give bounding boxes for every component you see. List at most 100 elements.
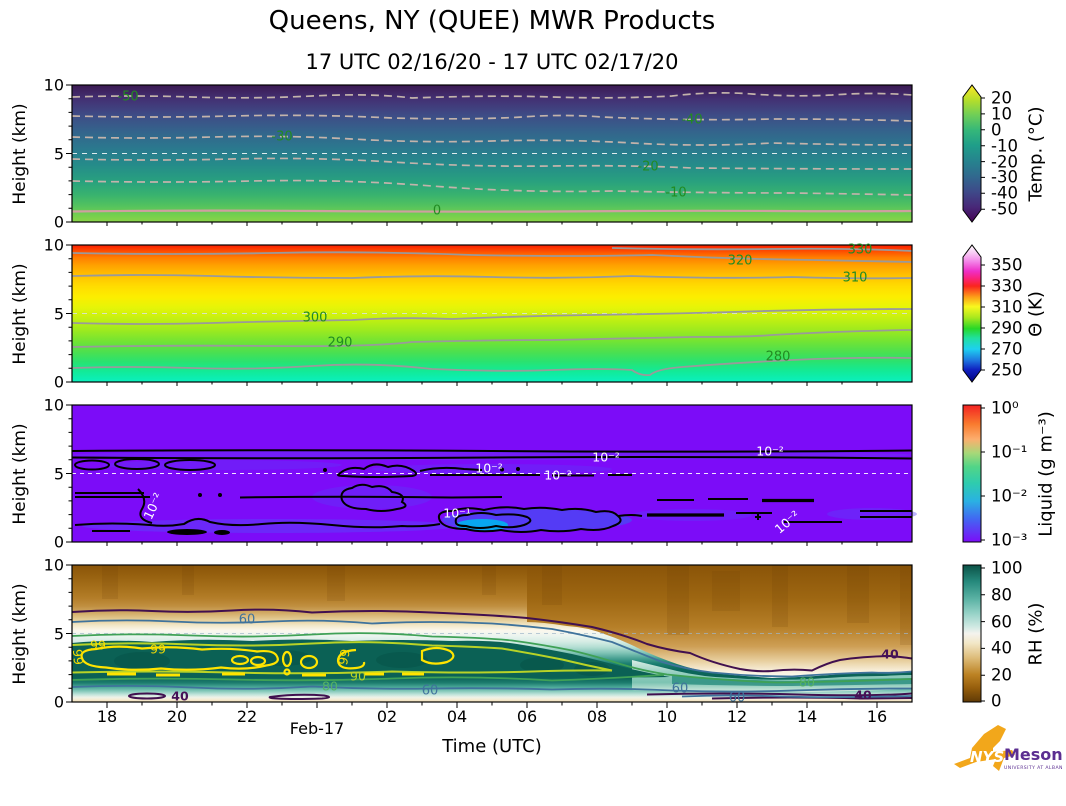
subtitle-date-range: 17 UTC 02/16/20 - 17 UTC 02/17/20 <box>305 50 679 74</box>
colorbar-tick: -50 <box>991 199 1018 219</box>
contour-label: 40 <box>171 688 189 704</box>
colorbar-tick: 40 <box>991 638 1012 658</box>
colorbar-liquid-gradient <box>962 404 985 543</box>
x-tick: 04 <box>446 707 468 726</box>
colorbar-tick: -40 <box>991 183 1018 203</box>
y-tick: 10 <box>43 555 64 575</box>
contour-label: 60 <box>421 683 439 699</box>
colorbar-tick: -10 <box>991 136 1018 156</box>
contour-label: 40 <box>854 687 872 703</box>
contour-label: 0 <box>432 203 442 219</box>
contour-label: 99 <box>69 648 87 666</box>
colorbar-tick: 250 <box>991 360 1023 380</box>
colorbar-temperature: 20 10 0 -10 -20 -30 -40 -50 Temp. (°C) <box>962 84 1066 223</box>
contour-label: -50 <box>117 89 139 105</box>
contour-label: 10⁻² <box>475 460 503 476</box>
y-tick: 5 <box>53 464 64 483</box>
colorbar-tick: 0 <box>991 691 1002 711</box>
x-date-label: Feb-17 <box>289 719 345 738</box>
nys-mesonet-logo: NYS Mesonet UNIVERSITY AT ALBANY <box>954 725 1062 771</box>
contour-label: 10⁻² <box>544 467 572 483</box>
logo-name-text: Mesonet <box>1004 745 1062 764</box>
contour-label: 10⁻² <box>592 449 620 465</box>
x-tick: 18 <box>96 707 118 726</box>
liquid-field <box>66 404 917 546</box>
colorbar-rh: 100 80 60 40 20 0 RH (%) <box>962 559 1066 711</box>
x-tick: 08 <box>586 707 608 726</box>
x-axis-label: Time (UTC) <box>442 736 542 757</box>
colorbar-rh-gradient <box>962 564 985 703</box>
colorbar-label: Θ (K) <box>1025 290 1047 337</box>
y-tick: 0 <box>53 692 64 712</box>
contour-label: 300 <box>302 310 328 326</box>
contour-label: 320 <box>727 253 753 269</box>
y-axis-label: Height (km) <box>10 582 30 685</box>
contour-label: 40 <box>881 646 899 662</box>
contour-label: 60 <box>671 681 689 697</box>
colorbar-tick: 10⁻³ <box>991 530 1028 550</box>
contour-label: 90 <box>350 668 366 684</box>
colorbar-tick: 10 <box>991 104 1012 124</box>
rh-field <box>66 564 913 708</box>
temperature-field <box>66 84 913 226</box>
panel-temperature: Height (km) 10 5 0 -50 -40 -30 -20 -10 0 <box>10 76 913 232</box>
colorbar-tick: 290 <box>991 318 1023 338</box>
colorbar-tick: -20 <box>991 152 1018 172</box>
colorbar-tick: 10⁻¹ <box>991 442 1028 462</box>
y-tick: 0 <box>53 372 64 392</box>
contour-label: -10 <box>665 185 687 201</box>
colorbar-tick: 330 <box>991 276 1023 296</box>
colorbar-label: RH (%) <box>1025 602 1047 665</box>
contour-label: 310 <box>842 270 868 286</box>
panel-rh: Height (km) 10 5 0 60 99 99 99 99 90 80 … <box>10 556 913 712</box>
x-tick: 14 <box>796 707 818 726</box>
colorbar-tick: 20 <box>991 88 1012 108</box>
contour-label: 280 <box>765 349 791 365</box>
y-tick: 5 <box>53 624 64 643</box>
y-tick: 10 <box>43 395 64 415</box>
colorbar-label: Temp. (°C) <box>1025 105 1047 202</box>
colorbar-tick: 10⁻² <box>991 486 1028 506</box>
colorbar-label: Liquid (g m⁻³) <box>1035 410 1057 537</box>
contour-label: 10⁻¹ <box>443 505 471 521</box>
y-tick: 0 <box>53 212 64 232</box>
logo-subtext: UNIVERSITY AT ALBANY <box>1004 765 1062 771</box>
contour-label: -40 <box>681 112 703 128</box>
y-axis-label: Height (km) <box>10 102 30 205</box>
contour-label: -20 <box>637 159 659 175</box>
colorbar-tick: 60 <box>991 612 1012 632</box>
y-tick: 10 <box>43 235 64 255</box>
colorbar-tick: 10⁰ <box>991 398 1019 418</box>
x-tick: 22 <box>236 707 258 726</box>
panel-theta: Height (km) 10 5 0 330 320 310 300 290 2… <box>10 236 913 392</box>
contour-label: 330 <box>847 242 873 258</box>
colorbar-tick: 100 <box>991 558 1023 578</box>
contour-label: 80 <box>799 674 815 690</box>
y-tick: 0 <box>53 532 64 552</box>
x-tick: 20 <box>166 707 188 726</box>
colorbar-tick: 270 <box>991 339 1023 359</box>
ny-state-shape <box>954 725 1015 771</box>
contour-label: 60 <box>728 690 746 706</box>
colorbar-tick: 350 <box>991 255 1023 275</box>
contour-label: 80 <box>322 678 338 694</box>
y-tick: 5 <box>53 304 64 323</box>
x-tick: 10 <box>656 707 678 726</box>
y-tick: 5 <box>53 144 64 163</box>
contour-label: -30 <box>271 129 293 145</box>
x-tick: 16 <box>866 707 888 726</box>
contour-label: 99 <box>150 641 166 657</box>
colorbar-theta: 350 330 310 290 270 250 Θ (K) <box>962 244 1066 383</box>
colorbar-tick: 80 <box>991 585 1012 605</box>
y-axis-label: Height (km) <box>10 262 30 365</box>
contour-label: 60 <box>238 612 256 628</box>
colorbar-tick: -30 <box>991 167 1018 187</box>
x-tick: 12 <box>726 707 748 726</box>
colorbar-theta-gradient <box>962 244 985 383</box>
colorbar-liquid: 10⁰ 10⁻¹ 10⁻² 10⁻³ Liquid (g m⁻³) <box>962 399 1066 550</box>
colorbar-tick: 20 <box>991 665 1012 685</box>
contour-label: 290 <box>327 335 353 351</box>
panel-liquid: Height (km) 10 5 0 10⁻² 10⁻² 10⁻² 10⁻² 1… <box>10 396 917 552</box>
x-tick: 02 <box>376 707 398 726</box>
